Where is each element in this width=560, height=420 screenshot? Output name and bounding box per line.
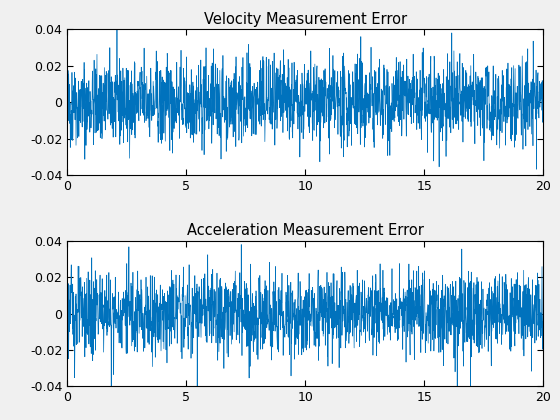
Title: Velocity Measurement Error: Velocity Measurement Error xyxy=(204,12,407,27)
Title: Acceleration Measurement Error: Acceleration Measurement Error xyxy=(187,223,423,238)
